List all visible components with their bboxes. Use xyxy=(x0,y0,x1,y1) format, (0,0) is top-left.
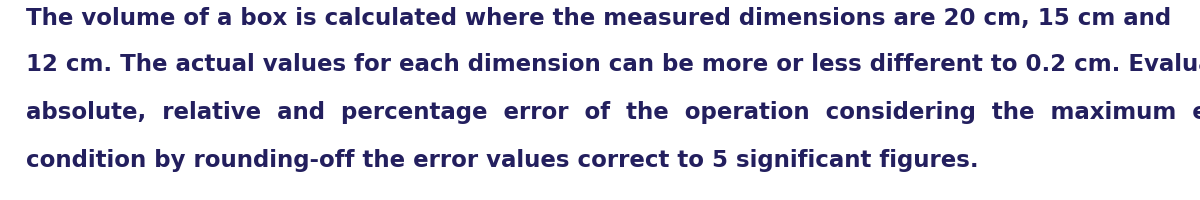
Text: The volume of a box is calculated where the measured dimensions are 20 cm, 15 cm: The volume of a box is calculated where … xyxy=(26,6,1171,29)
Text: condition by rounding-off the error values correct to 5 significant figures.: condition by rounding-off the error valu… xyxy=(26,148,979,171)
Text: 12 cm. The actual values for each dimension can be more or less different to 0.2: 12 cm. The actual values for each dimens… xyxy=(26,53,1200,76)
Text: absolute,  relative  and  percentage  error  of  the  operation  considering  th: absolute, relative and percentage error … xyxy=(26,100,1200,123)
